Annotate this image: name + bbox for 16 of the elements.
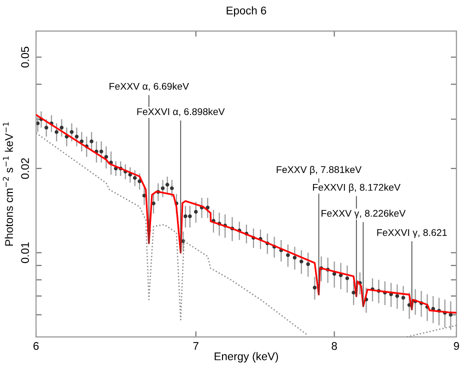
annotation: FeXXVI α, 6.898keV [137, 108, 225, 116]
y-axis-title: Photons cm$^{−2}$ s$^{−1}$ keV$^{−1}$ [2, 122, 13, 246]
x-tick-label: 8 [332, 342, 337, 350]
chart-title: Epoch 6 [226, 6, 266, 17]
y-tick-label: 0.05 [21, 46, 29, 68]
x-tick-label: 9 [454, 342, 460, 350]
annotation: FeXXV α, 6.69keV [110, 82, 189, 91]
x-tick-label: 6 [34, 342, 39, 350]
annotation: FeXXV β, 7.881keV [276, 166, 362, 175]
annotation: FeXXVI γ, 8.621 [377, 229, 447, 238]
y-tick-label: 0.01 [21, 242, 29, 264]
annotation: FeXXVI β, 8.172keV [313, 184, 400, 193]
y-tick-label: 0.02 [21, 158, 29, 179]
x-axis-title: Energy (keV) [214, 352, 278, 362]
annotation: FeXXV γ, 8.226keV [322, 210, 406, 219]
x-tick-label: 7 [193, 342, 198, 350]
